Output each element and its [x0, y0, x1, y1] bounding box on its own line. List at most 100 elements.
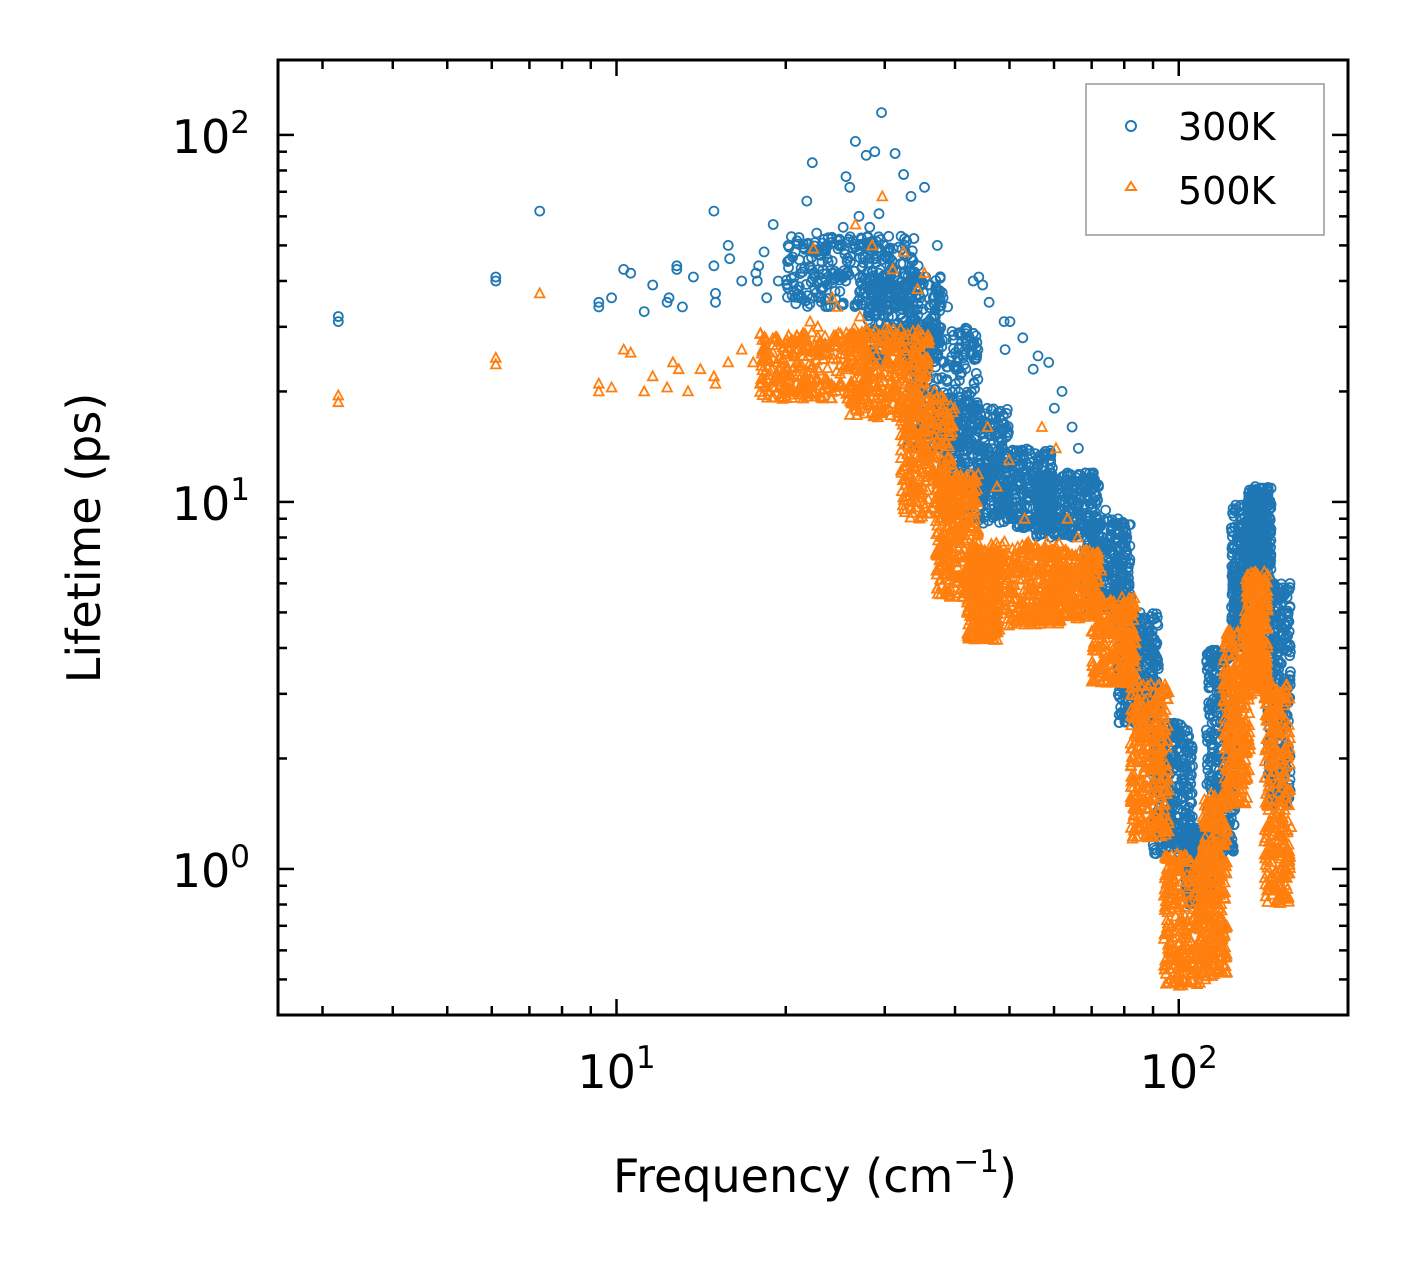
- data-point-cluster: [1205, 674, 1217, 686]
- data-point-cluster: [790, 298, 802, 310]
- data-point-cluster: [857, 251, 869, 262]
- data-point-cluster: [958, 437, 970, 449]
- scatter-series-layer: [332, 107, 1298, 991]
- data-point-cluster: [1252, 539, 1264, 551]
- data-point-cluster: [884, 274, 895, 286]
- data-point-cluster: [1032, 512, 1043, 523]
- data-point-cluster: [1068, 480, 1080, 492]
- data-point-cluster: [1053, 513, 1065, 525]
- data-point-cluster: [1006, 496, 1018, 508]
- data-point-cluster: [787, 251, 799, 263]
- data-point-cluster: [995, 405, 1006, 417]
- data-point-cluster: [957, 444, 969, 456]
- data-point-cluster: [1110, 573, 1121, 584]
- data-point-cluster: [1106, 573, 1117, 585]
- data-point-cluster: [1232, 536, 1244, 548]
- data-point-cluster: [981, 402, 993, 414]
- data-point-cluster: [1112, 582, 1124, 594]
- data-point-cluster: [864, 310, 876, 322]
- data-point-cluster: [896, 243, 908, 255]
- data-point-cluster: [889, 301, 901, 313]
- data-point-cluster: [1204, 709, 1216, 720]
- data-point-cluster: [960, 363, 972, 375]
- data-point-cluster: [800, 278, 812, 290]
- data-point-cluster: [979, 463, 991, 474]
- data-point-cluster: [930, 285, 942, 297]
- data-point-cluster: [840, 267, 852, 279]
- data-point-cluster: [1181, 745, 1192, 756]
- data-point-cluster: [899, 315, 911, 327]
- data-point-cluster: [1230, 499, 1242, 511]
- data-point-cluster: [934, 272, 946, 284]
- data-point-cluster: [954, 369, 966, 381]
- data-point-cluster: [989, 507, 1000, 519]
- data-point-cluster: [1046, 482, 1058, 494]
- data-point-cluster: [936, 341, 948, 353]
- data-point-cluster: [820, 274, 832, 286]
- data-point-cluster: [1046, 504, 1058, 516]
- data-point-cluster: [845, 250, 856, 262]
- data-point-cluster: [1017, 445, 1029, 457]
- data-point-cluster: [1148, 645, 1159, 657]
- data-point-cluster: [809, 271, 820, 282]
- data-point-cluster: [1231, 532, 1243, 543]
- data-point-cluster: [998, 462, 1009, 473]
- data-point-cluster: [805, 276, 817, 288]
- data-point-cluster: [1226, 844, 1238, 856]
- data-point-cluster: [1081, 510, 1093, 521]
- data-point-cluster: [1185, 797, 1196, 808]
- data-point-cluster: [948, 329, 959, 341]
- data-point-cluster: [1227, 547, 1238, 559]
- data-point-cluster: [964, 338, 976, 350]
- data-point-cluster: [1149, 633, 1160, 645]
- data-point-cluster: [1174, 761, 1186, 772]
- data-point-cluster: [1245, 552, 1256, 564]
- data-point-cluster: [924, 302, 935, 314]
- data-point-cluster: [1061, 528, 1073, 540]
- data-point-cluster: [789, 246, 801, 258]
- data-point-cluster: [1175, 719, 1186, 731]
- data-point-cluster: [803, 261, 815, 273]
- data-point-cluster: [1074, 469, 1086, 481]
- data-point-cluster: [902, 303, 914, 315]
- data-point-cluster: [1201, 664, 1213, 676]
- data-point-cluster: [1146, 643, 1157, 655]
- data-point-cluster: [893, 288, 905, 300]
- data-point-cluster: [1204, 770, 1216, 781]
- data-point-cluster: [985, 476, 997, 488]
- data-point-cluster: [1151, 660, 1162, 672]
- data-point-cluster: [968, 377, 980, 389]
- data-point-cluster: [971, 403, 983, 415]
- data-point-cluster: [985, 491, 997, 503]
- data-point-cluster: [839, 248, 851, 260]
- data-point-cluster: [1226, 543, 1238, 554]
- data-point-cluster: [844, 231, 856, 243]
- data-point-cluster: [1088, 523, 1100, 535]
- data-point-cluster: [1035, 478, 1046, 490]
- data-point-cluster: [936, 355, 948, 367]
- data-point-cluster: [1183, 834, 1195, 846]
- data-point-cluster: [1250, 514, 1262, 525]
- data-point-cluster: [1150, 848, 1162, 860]
- data-point-cluster: [1115, 701, 1127, 713]
- data-point-cluster: [858, 288, 869, 300]
- data-point-cluster: [941, 376, 953, 387]
- data-point-cluster: [947, 334, 959, 346]
- data-point-cluster: [1139, 618, 1151, 629]
- data-point-cluster: [1177, 775, 1188, 786]
- data-point-cluster: [937, 334, 948, 346]
- data-point-cluster: [984, 451, 996, 463]
- data-point-cluster: [1118, 538, 1130, 550]
- data-point-cluster: [1043, 513, 1055, 525]
- data-point-cluster: [953, 328, 965, 340]
- data-point-cluster: [961, 386, 973, 398]
- data-point-cluster: [1020, 457, 1032, 469]
- data-point-cluster: [868, 275, 880, 287]
- data-point-cluster: [798, 262, 810, 274]
- data-point-cluster: [1184, 761, 1196, 773]
- data-point-cluster: [1244, 512, 1255, 524]
- data-point-cluster: [1087, 534, 1099, 546]
- data-point-cluster: [1053, 496, 1065, 508]
- data-point-cluster: [1094, 537, 1106, 548]
